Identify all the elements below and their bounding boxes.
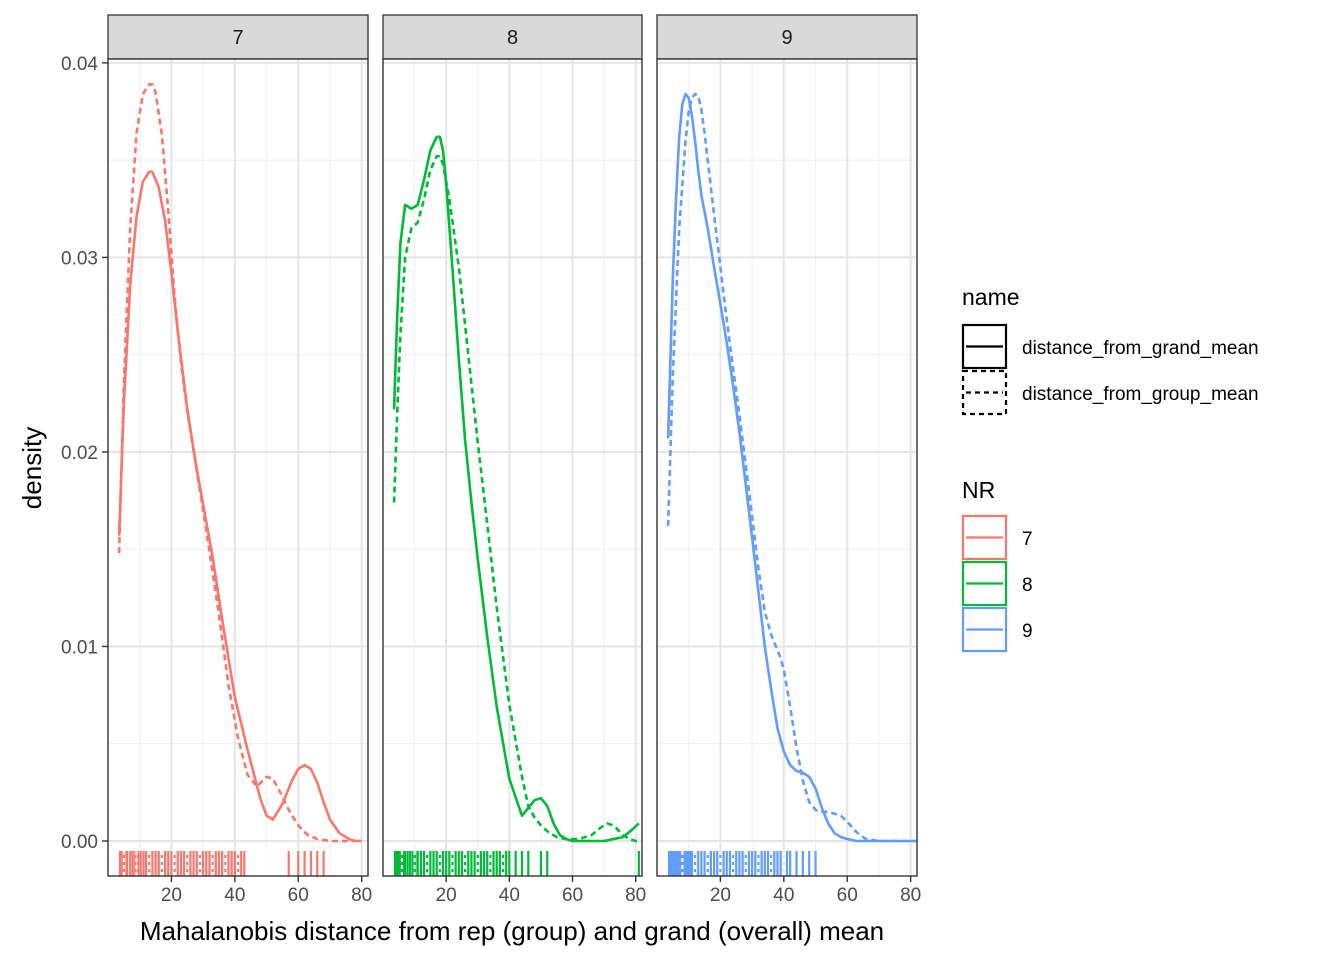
panel-border [656,58,918,877]
density-line-distance-from-group-mean [666,92,917,843]
y-tick-label: 0.01 [61,637,98,658]
rug-marks [118,851,325,876]
facet-strip-8 [382,14,643,60]
facet-strip-7 [107,14,369,60]
plot-background [383,59,642,876]
facet-strip-label: 8 [507,27,518,49]
legend-label: distance_from_group_mean [1022,384,1259,405]
x-tick-label: 60 [288,885,309,906]
legend-title-name: name [962,284,1020,310]
x-tick-label: 40 [773,885,794,906]
plot-background [108,59,368,876]
x-tick-label: 40 [499,885,520,906]
gridlines [657,59,917,876]
x-tick-label: 80 [351,885,372,906]
density-line-distance-from-group-mean [392,154,639,843]
plot-background [657,59,917,876]
x-tick-label: 60 [562,885,583,906]
legend-label: 7 [1022,529,1033,550]
x-tick-label: 20 [161,885,182,906]
x-tick-label: 80 [900,885,921,906]
legend: name distance_from_grand_mean distance_fro… [961,284,1259,653]
legend-label: distance_from_grand_mean [1022,338,1259,359]
x-tick-label: 40 [224,885,245,906]
rug-marks [393,851,640,876]
panel-border [107,58,369,877]
panel-border [382,58,643,877]
facet-panels: 7 20 40 60 80 0.00 0.01 0.02 0.03 0.04 8 20 40 60 80 9 2… [61,14,921,906]
gridlines [383,59,642,876]
y-tick-label: 0.02 [61,443,98,464]
y-axis-title: density [17,427,47,509]
legend-label: 9 [1022,621,1033,642]
density-line-distance-from-grand-mean [392,135,640,843]
y-tick-label: 0.04 [61,54,98,75]
x-tick-label: 20 [710,885,731,906]
facet-strip-label: 9 [781,27,792,49]
y-tick-label: 0.03 [61,248,98,269]
rug-marks [667,851,846,876]
density-line-distance-from-grand-mean [117,170,362,843]
legend-label: 8 [1022,575,1033,596]
facet-panel-7: 7 20 40 60 80 0.00 0.01 0.02 0.03 0.04 [61,14,372,906]
gridlines [108,59,368,876]
x-tick-label: 20 [436,885,457,906]
y-tick-label: 0.00 [61,832,98,853]
facet-panel-9: 9 20 40 60 80 [656,14,921,906]
facet-strip-label: 7 [232,27,243,49]
legend-title-nr: NR [962,477,995,503]
x-tick-label: 60 [837,885,858,906]
x-axis-title: Mahalanobis distance from rep (group) an… [140,916,884,946]
x-tick-label: 80 [625,885,646,906]
facet-panel-8: 8 20 40 60 80 [382,14,646,906]
density-line-distance-from-group-mean [117,82,362,843]
